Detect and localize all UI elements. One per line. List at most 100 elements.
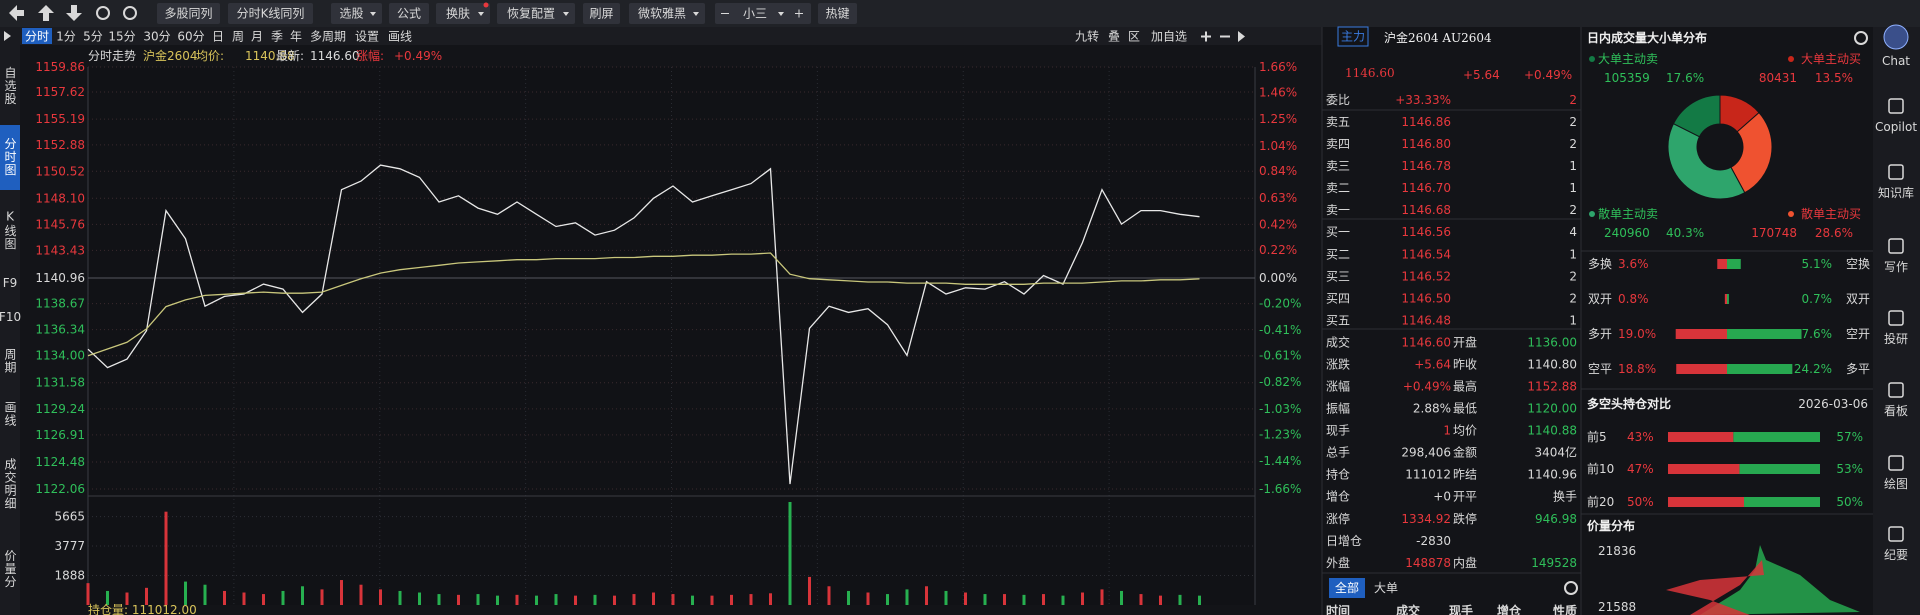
- sidebar-item[interactable]: F9: [3, 276, 18, 290]
- chart-tool[interactable]: 区: [1128, 30, 1140, 44]
- volume-bar: [457, 594, 460, 605]
- y2-tick-label: -1.66%: [1259, 482, 1301, 496]
- row-label: 前5: [1587, 429, 1607, 444]
- period-tab[interactable]: 季: [271, 30, 283, 44]
- period-tab[interactable]: 多周期: [310, 30, 346, 44]
- legend-pct: 13.5%: [1815, 71, 1853, 85]
- sidebar-item[interactable]: 价量分: [3, 549, 17, 588]
- stat-value: -2830: [1416, 534, 1451, 548]
- sidebar-item[interactable]: 画线: [3, 401, 17, 427]
- period-tab[interactable]: 60分: [177, 30, 204, 44]
- period-tab[interactable]: 分时: [25, 30, 49, 44]
- clock-icon[interactable]: [123, 6, 137, 20]
- period-tab[interactable]: 1分: [56, 30, 76, 44]
- sidebar-app[interactable]: Copilot: [1875, 120, 1917, 134]
- up-icon[interactable]: [38, 5, 54, 21]
- app-icon[interactable]: [1888, 238, 1904, 254]
- back-icon[interactable]: [9, 5, 24, 21]
- app-icon[interactable]: [1888, 310, 1904, 326]
- sidebar-item[interactable]: F10: [0, 310, 21, 324]
- toolbar-button[interactable]: [331, 3, 382, 24]
- panel-title: 价量分布: [1587, 518, 1635, 533]
- short-pct: 57%: [1836, 430, 1863, 444]
- stat-label: 外盘: [1326, 555, 1350, 570]
- period-tab[interactable]: 画线: [388, 30, 412, 44]
- legend-dot: [1788, 56, 1794, 62]
- toolbar-button[interactable]: [436, 3, 490, 24]
- sidebar-app[interactable]: 看板: [1884, 404, 1908, 418]
- settings-icon[interactable]: [1564, 581, 1578, 595]
- app-icon[interactable]: [1888, 382, 1904, 398]
- sidebar-app[interactable]: Chat: [1882, 54, 1910, 68]
- chart-tool[interactable]: 九转: [1075, 29, 1099, 44]
- sidebar-item[interactable]: 分时图: [3, 137, 17, 176]
- period-tab[interactable]: 日: [212, 30, 224, 44]
- app-icon[interactable]: [1888, 164, 1904, 180]
- legend-volume: 170748: [1751, 226, 1797, 240]
- period-tab[interactable]: 月: [251, 30, 263, 44]
- legend-dot: [1589, 56, 1595, 62]
- toolbar-button[interactable]: [497, 3, 575, 24]
- flow-pct: 0.8%: [1618, 292, 1649, 306]
- sidebar-item[interactable]: 成交明细: [3, 458, 17, 510]
- book-volume: 1: [1569, 247, 1577, 261]
- toolbar-button[interactable]: [157, 3, 220, 24]
- volume-bar: [1042, 594, 1045, 605]
- period-tab[interactable]: 30分: [143, 30, 170, 44]
- app-icon[interactable]: [1888, 455, 1904, 471]
- ratio-volume: 2: [1569, 93, 1577, 107]
- period-tab[interactable]: 周: [232, 30, 244, 44]
- toolbar-button[interactable]: [818, 3, 857, 24]
- settings-icon[interactable]: [1854, 31, 1868, 45]
- y2-tick-label: -0.41%: [1259, 323, 1301, 337]
- toolbar-button[interactable]: [228, 3, 313, 24]
- book-price: 1146.56: [1401, 225, 1451, 239]
- toolbar-button[interactable]: [715, 3, 811, 24]
- panel-date: 2026-03-06: [1798, 397, 1868, 411]
- period-tab[interactable]: 设置: [355, 30, 379, 44]
- sidebar-item[interactable]: 自选股: [3, 66, 17, 105]
- collapse-icon[interactable]: [4, 31, 11, 41]
- sidebar-item[interactable]: K线图: [3, 210, 17, 251]
- y-tick-label: 1888: [54, 569, 85, 583]
- stat-label: 开平: [1453, 490, 1477, 504]
- toolbar-button[interactable]: [583, 3, 620, 24]
- legend-pct: 17.6%: [1666, 71, 1704, 85]
- toolbar-button[interactable]: [629, 3, 705, 24]
- chat-icon[interactable]: [1883, 24, 1909, 50]
- book-price: 1146.52: [1401, 269, 1451, 283]
- sidebar-item[interactable]: 周期: [3, 348, 17, 374]
- row-label: 委比: [1326, 93, 1350, 107]
- sidebar-app[interactable]: 纪要: [1884, 548, 1908, 562]
- period-tab[interactable]: 5分: [83, 30, 103, 44]
- short-bar: [1739, 464, 1820, 474]
- end-icon[interactable]: [1238, 31, 1245, 42]
- book-price: 1146.70: [1401, 181, 1451, 195]
- trade-tab[interactable]: 全部: [1335, 580, 1359, 595]
- stat-value: +0: [1433, 490, 1451, 504]
- volume-bar: [925, 586, 928, 605]
- app-icon[interactable]: [1888, 98, 1904, 114]
- stat-label: 涨停: [1326, 511, 1350, 526]
- toolbar-button-label: 热键: [825, 7, 849, 21]
- book-label: 卖二: [1326, 181, 1350, 195]
- stat-value: 1140.88: [1527, 424, 1577, 438]
- chart-tool[interactable]: 加自选: [1151, 30, 1187, 44]
- sidebar-app[interactable]: 投研: [1884, 331, 1908, 346]
- volume-bar: [1081, 592, 1084, 605]
- sidebar-app[interactable]: 知识库: [1878, 185, 1914, 200]
- period-tab[interactable]: 15分: [108, 30, 135, 44]
- refresh-icon[interactable]: [96, 6, 110, 20]
- volume-bar: [1100, 589, 1104, 605]
- app-icon[interactable]: [1888, 526, 1904, 542]
- sidebar-app[interactable]: 绘图: [1884, 476, 1908, 491]
- trade-tab[interactable]: 大单: [1374, 581, 1398, 595]
- y-tick-label: 3777: [54, 539, 85, 553]
- ratio-value: +33.33%: [1395, 93, 1451, 107]
- period-tab[interactable]: 年: [290, 30, 302, 44]
- chart-tool[interactable]: 叠: [1108, 30, 1120, 44]
- dropdown-arrow: [563, 12, 569, 16]
- toolbar-button[interactable]: [389, 3, 429, 24]
- down-icon[interactable]: [66, 5, 82, 21]
- sidebar-app[interactable]: 写作: [1884, 260, 1908, 274]
